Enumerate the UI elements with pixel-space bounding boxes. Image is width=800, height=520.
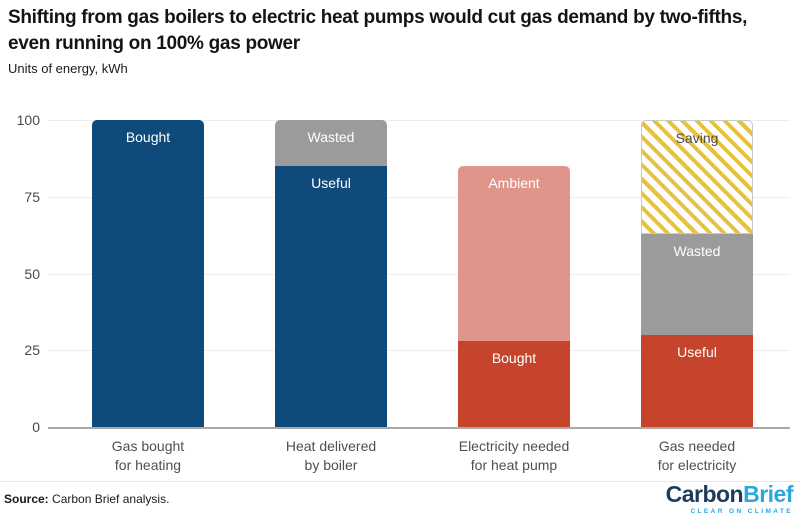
chart-subtitle: Units of energy, kWh: [8, 61, 128, 76]
segment-label-ambient: Ambient: [488, 175, 540, 192]
bar-4: Useful Wasted Saving: [641, 120, 753, 427]
logo-wordmark: CarbonBrief: [665, 481, 794, 507]
source-label: Source:: [4, 492, 49, 506]
bar-2: Useful Wasted: [275, 120, 387, 427]
source-note: Source: Carbon Brief analysis.: [4, 492, 169, 506]
y-axis: 0 25 50 75 100: [0, 112, 40, 435]
x-axis-label-3: Electricity needed for heat pump: [434, 437, 594, 475]
bar-1: Bought: [92, 120, 204, 427]
bar-4-segment-saving: Saving: [641, 120, 753, 234]
x-axis-label-line: Gas bought: [111, 438, 185, 454]
y-tick-label-25: 25: [24, 342, 40, 359]
segment-label-useful: Useful: [311, 175, 351, 192]
bar-1-segment-bought: Bought: [92, 120, 204, 427]
gridline-25: [48, 350, 790, 352]
gridline-100: [48, 120, 790, 121]
segment-label-bought: Bought: [491, 350, 537, 367]
segment-label-useful: Useful: [677, 343, 717, 360]
segment-label-saving: Saving: [675, 130, 719, 147]
y-tick-label-75: 75: [24, 188, 40, 205]
segment-label-bought: Bought: [125, 129, 171, 145]
footer-divider: [0, 481, 800, 482]
y-tick-label-50: 50: [24, 265, 40, 282]
logo-carbon-text: Carbon: [665, 481, 744, 507]
bar-4-segment-wasted: Wasted: [641, 233, 753, 335]
x-axis-label-2: Heat delivered by boiler: [251, 437, 411, 475]
y-tick-label-0: 0: [32, 419, 40, 435]
logo-tagline: CLEAR ON CLIMATE: [690, 508, 793, 515]
x-axis-label-line: Electricity needed: [458, 438, 570, 454]
x-axis-label-4: Gas needed for electricity: [617, 437, 777, 475]
x-axis-baseline: [48, 427, 790, 429]
plot-area: Bought Gas bought for heating Useful Wasted H…: [48, 120, 790, 473]
chart-title: Shifting from gas boilers to electric he…: [8, 7, 748, 54]
x-axis-label-line: Gas needed: [658, 438, 736, 454]
x-axis-label-line: for heat pump: [470, 457, 558, 473]
carbonbrief-logo: CarbonBrief CLEAR ON CLIMATE: [665, 481, 794, 516]
bar-3-segment-bought: Bought: [458, 341, 570, 427]
x-axis-label-line: by boiler: [304, 457, 358, 473]
gridline-75: [48, 196, 790, 198]
bar-2-segment-useful: Useful: [275, 166, 387, 427]
bar-3: Bought Ambient: [458, 120, 570, 427]
segment-label-wasted: Wasted: [673, 242, 721, 259]
source-text: Carbon Brief analysis.: [48, 492, 170, 506]
bar-4-segment-useful: Useful: [641, 334, 753, 427]
x-axis-label-line: Heat delivered: [285, 438, 377, 454]
x-axis-label-line: for electricity: [657, 457, 737, 473]
x-axis-label-1: Gas bought for heating: [68, 437, 228, 475]
x-axis-label-line: for heating: [114, 457, 182, 473]
gridline-50: [48, 273, 790, 275]
bar-2-segment-wasted: Wasted: [275, 120, 387, 167]
logo-brief-text: Brief: [743, 481, 793, 507]
bar-3-segment-ambient: Ambient: [458, 166, 570, 342]
segment-label-wasted: Wasted: [307, 129, 355, 146]
y-tick-label-100: 100: [16, 112, 40, 128]
